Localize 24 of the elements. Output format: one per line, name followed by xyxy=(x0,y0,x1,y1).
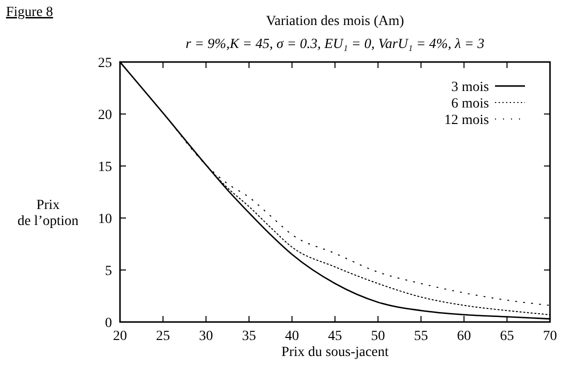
x-tick-label: 35 xyxy=(242,329,256,344)
x-tick-label: 45 xyxy=(328,329,342,344)
y-tick-label: 15 xyxy=(98,160,112,175)
chart-title: Variation des mois (Am) xyxy=(266,14,404,29)
caption: Figure 8 xyxy=(6,5,54,20)
chart-subtitle: r = 9%,K = 45, σ = 0.3, EU₁ = 0, VarU₁ = 4%, λ = 3 xyxy=(186,37,484,52)
x-tick-label: 65 xyxy=(500,329,514,344)
y-tick-label: 10 xyxy=(98,212,112,227)
x-axis-title: Prix du sous-jacent xyxy=(281,345,389,360)
x-tick-label: 25 xyxy=(156,329,170,344)
y-tick-label: 5 xyxy=(105,264,112,279)
x-tick-label: 30 xyxy=(199,329,213,344)
y-axis-title: Prix de l’option xyxy=(17,198,79,229)
x-tick-label: 50 xyxy=(371,329,385,344)
y-tick-label: 25 xyxy=(98,56,112,71)
y-tick-label: 20 xyxy=(98,108,112,123)
legend-label: 12 mois xyxy=(444,113,489,128)
y-tick-label: 0 xyxy=(105,316,112,331)
legend-label: 3 mois xyxy=(451,80,489,95)
x-tick-label: 70 xyxy=(543,329,557,344)
x-tick-label: 40 xyxy=(285,329,299,344)
legend-label: 6 mois xyxy=(451,96,489,112)
x-tick-label: 60 xyxy=(457,329,471,344)
x-tick-label: 55 xyxy=(414,329,428,344)
